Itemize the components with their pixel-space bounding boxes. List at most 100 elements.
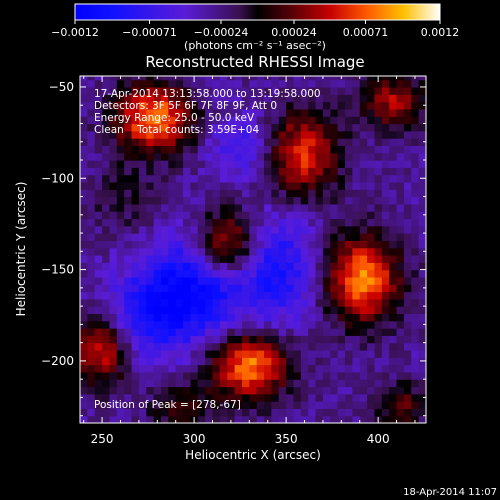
heatmap-cell [418, 101, 426, 110]
heatmap-cell [205, 254, 214, 263]
heatmap-cell [418, 306, 426, 315]
heatmap-cell [175, 364, 184, 373]
heatmap-cell [124, 276, 133, 285]
heatmap-cell [138, 174, 147, 183]
heatmap-cell [345, 79, 353, 88]
heatmap-cell [256, 233, 265, 241]
heatmap-cell [109, 189, 118, 198]
heatmap-cell [249, 101, 258, 110]
heatmap-cell [109, 379, 118, 388]
heatmap-cell [367, 408, 376, 417]
heatmap-cell [322, 130, 331, 139]
heatmap-cell [322, 108, 331, 117]
heatmap-cell [403, 203, 412, 212]
heatmap-cell [249, 320, 258, 329]
colorbar-tick-label: −0.00024 [194, 26, 249, 39]
x-tick-label: 400 [367, 432, 390, 446]
heatmap-cell [227, 401, 236, 409]
heatmap-cell [337, 254, 346, 263]
heatmap-cell [374, 254, 383, 263]
heatmap-cell [219, 415, 228, 423]
heatmap-cell [183, 79, 192, 88]
heatmap-cell [293, 152, 302, 161]
heatmap-cell [418, 313, 426, 322]
heatmap-cell [94, 116, 103, 125]
heatmap-cell [264, 320, 272, 329]
heatmap-cell [80, 181, 88, 190]
heatmap-cell [403, 79, 412, 88]
heatmap-cell [124, 130, 133, 139]
heatmap-cell [264, 130, 272, 139]
heatmap-cell [109, 408, 118, 417]
heatmap-cell [153, 415, 162, 423]
heatmap-cell [418, 181, 426, 190]
heatmap-cell [264, 181, 272, 190]
y-axis-ticks: −50−100−150−200 [41, 80, 426, 417]
heatmap-cell [278, 291, 287, 300]
heatmap-cell [160, 379, 169, 388]
heatmap-cell [109, 130, 118, 139]
heatmap-cell [109, 203, 118, 212]
heatmap-cell [205, 240, 214, 249]
heatmap-cell [153, 138, 162, 146]
heatmap-cell [109, 240, 118, 249]
heatmap-cell [234, 342, 243, 351]
heatmap-cell [256, 284, 265, 293]
heatmap-cell [94, 218, 103, 227]
heatmap-cell [168, 357, 177, 366]
heatmap-cell [293, 138, 302, 146]
heatmap-cell [403, 415, 412, 423]
heatmap-cell [256, 101, 265, 110]
heatmap-cell [205, 284, 214, 293]
heatmap-cell [116, 160, 125, 168]
heatmap-cell [241, 291, 250, 300]
heatmap-cell [374, 364, 383, 373]
heatmap-cell [403, 189, 412, 198]
heatmap-cell [411, 108, 420, 117]
heatmap-cell [315, 371, 324, 380]
heatmap-cell [109, 254, 118, 263]
heatmap-cell [322, 86, 331, 95]
heatmap-cell [80, 108, 88, 117]
heatmap-cell [190, 291, 199, 300]
heatmap-cell [367, 233, 376, 241]
heatmap-cell [87, 276, 96, 285]
heatmap-cell [190, 328, 199, 336]
heatmap-cell [308, 211, 317, 220]
heatmap-cell [183, 379, 192, 388]
heatmap-cell [308, 269, 317, 278]
heatmap-cell [271, 269, 280, 278]
heatmap-cell [138, 298, 147, 307]
heatmap-cell [381, 254, 390, 263]
heatmap-cell [241, 160, 250, 168]
heatmap-cell [241, 269, 250, 278]
heatmap-cell [146, 379, 155, 388]
heatmap-cell [190, 386, 199, 395]
heatmap-cell [411, 130, 420, 139]
heatmap-cell [227, 240, 236, 249]
heatmap-cell [168, 203, 177, 212]
heatmap-cell [271, 101, 280, 110]
heatmap-cell [286, 86, 295, 95]
heatmap-cell [322, 401, 331, 409]
heatmap-cell [94, 145, 103, 154]
heatmap-cell [87, 342, 96, 351]
heatmap-cell [256, 189, 265, 198]
heatmap-cell [241, 247, 250, 256]
heatmap-cell [80, 116, 88, 125]
heatmap-cell [389, 174, 398, 183]
heatmap-cell [278, 328, 287, 336]
heatmap-cell [197, 320, 206, 329]
heatmap-cell [330, 203, 339, 212]
heatmap-cell [256, 313, 265, 322]
heatmap-cell [330, 269, 339, 278]
heatmap-cell [146, 284, 155, 293]
heatmap-cell [219, 225, 228, 234]
heatmap-cell [322, 196, 331, 205]
heatmap-cell [411, 364, 420, 373]
heatmap-cell [411, 262, 420, 271]
heatmap-cell [345, 306, 353, 315]
heatmap-cell [271, 276, 280, 285]
heatmap-cell [249, 86, 258, 95]
heatmap-cell [300, 196, 309, 205]
